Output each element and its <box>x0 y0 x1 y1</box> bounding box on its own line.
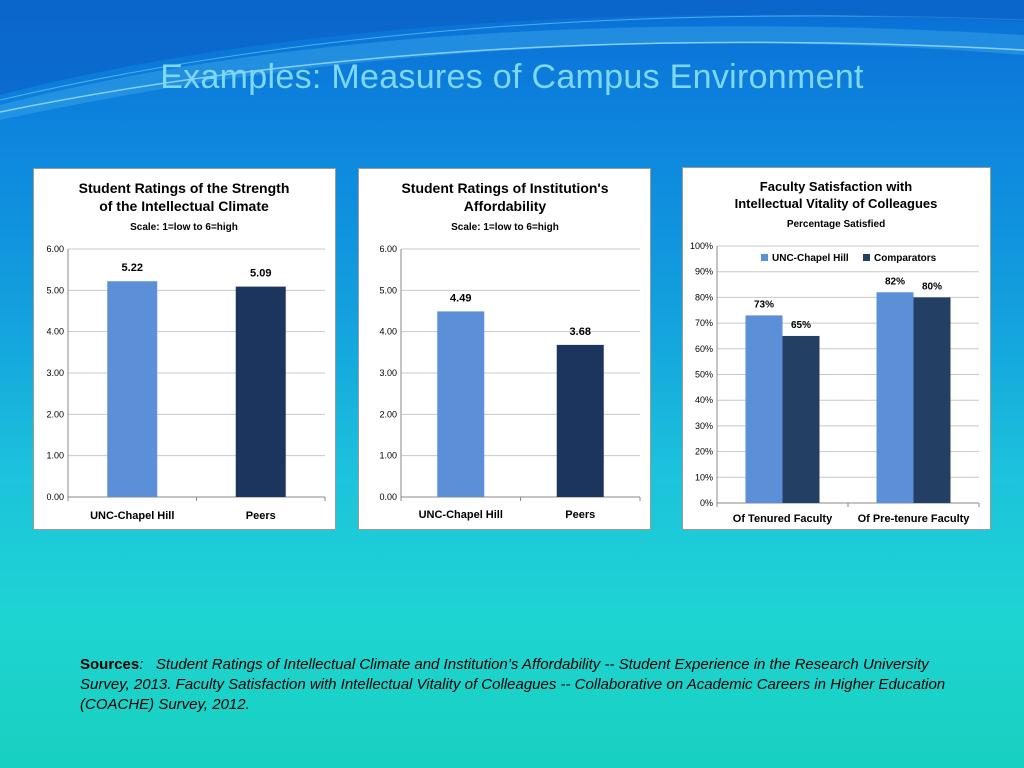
y-tick-label: 10% <box>695 472 713 482</box>
x-category-label: UNC-Chapel Hill <box>419 509 503 521</box>
y-tick-label: 40% <box>695 395 713 405</box>
bar-value-label: 4.49 <box>450 292 471 304</box>
y-tick-label: 90% <box>695 267 713 277</box>
bar-value-label: 73% <box>754 299 774 310</box>
sources-text: Student Ratings of Intellectual Climate … <box>80 656 946 713</box>
y-tick-label: 4.00 <box>46 327 64 337</box>
x-category-label: UNC-Chapel Hill <box>90 510 174 522</box>
bar <box>556 344 604 497</box>
y-tick-label: 4.00 <box>379 327 397 337</box>
chart-faculty-satisfaction: Faculty Satisfaction with Intellectual Vi… <box>682 167 991 530</box>
chart-title-line: Faculty Satisfaction with <box>760 179 912 194</box>
y-tick-label: 6.00 <box>46 244 64 254</box>
y-tick-label: 30% <box>695 421 713 431</box>
y-tick-label: 1.00 <box>379 451 397 461</box>
sources-label: Sources <box>80 656 140 673</box>
chart-intellectual-climate: Student Ratings of the Strength of the In… <box>33 168 336 530</box>
legend-label: Comparators <box>874 253 937 264</box>
y-tick-label: 3.00 <box>46 368 64 378</box>
sources-note: Sources: Student Ratings of Intellectual… <box>80 655 960 715</box>
bar-unc <box>745 315 783 503</box>
bar-value-label: 82% <box>885 276 905 287</box>
y-tick-label: 80% <box>695 292 713 302</box>
y-tick-label: 0.00 <box>379 492 397 502</box>
x-category-label: Of Tenured Faculty <box>733 513 833 525</box>
sources-colon: : <box>139 656 144 673</box>
y-tick-label: 3.00 <box>379 368 397 378</box>
y-tick-label: 6.00 <box>379 244 397 254</box>
x-category-label: Peers <box>565 509 595 521</box>
y-tick-label: 5.00 <box>46 285 64 295</box>
chart-affordability: Student Ratings of Institution's Affordab… <box>358 168 651 530</box>
bar-value-label: 65% <box>791 320 811 331</box>
bar-comparators <box>913 297 951 503</box>
chart-title-line: Student Ratings of the Strength <box>79 180 290 196</box>
bar-value-label: 3.68 <box>570 326 591 338</box>
y-tick-label: 60% <box>695 344 713 354</box>
chart-title-line: of the Intellectual Climate <box>99 198 269 214</box>
chart-subtitle: Percentage Satisfied <box>787 219 885 230</box>
slide-title: Examples: Measures of Campus Environment <box>160 58 864 96</box>
x-category-label: Of Pre-tenure Faculty <box>858 513 971 525</box>
legend-label: UNC-Chapel Hill <box>772 253 849 264</box>
legend-swatch <box>761 254 768 261</box>
y-tick-label: 100% <box>690 241 713 251</box>
y-tick-label: 70% <box>695 318 713 328</box>
bar-unc <box>876 292 914 503</box>
y-tick-label: 50% <box>695 370 713 380</box>
bar <box>107 281 158 497</box>
chart-subtitle: Scale: 1=low to 6=high <box>451 222 559 233</box>
y-tick-label: 2.00 <box>46 409 64 419</box>
x-category-label: Peers <box>246 510 276 522</box>
y-tick-label: 5.00 <box>379 285 397 295</box>
y-tick-label: 0.00 <box>46 492 64 502</box>
chart-title-line: Student Ratings of Institution's <box>401 180 608 196</box>
legend-swatch <box>863 254 870 261</box>
y-tick-label: 20% <box>695 447 713 457</box>
chart-title-line: Intellectual Vitality of Colleagues <box>735 196 938 211</box>
bar-value-label: 5.22 <box>122 262 143 274</box>
bar-comparators <box>782 335 820 503</box>
bar-value-label: 80% <box>922 281 942 292</box>
y-tick-label: 1.00 <box>46 451 64 461</box>
y-tick-label: 2.00 <box>379 409 397 419</box>
y-tick-label: 0% <box>700 498 713 508</box>
bar <box>235 286 286 497</box>
bar <box>437 311 485 497</box>
decorative-swoosh <box>0 0 1024 120</box>
bar-value-label: 5.09 <box>250 268 271 280</box>
chart-subtitle: Scale: 1=low to 6=high <box>130 222 238 233</box>
chart-title-line: Affordability <box>464 198 547 214</box>
